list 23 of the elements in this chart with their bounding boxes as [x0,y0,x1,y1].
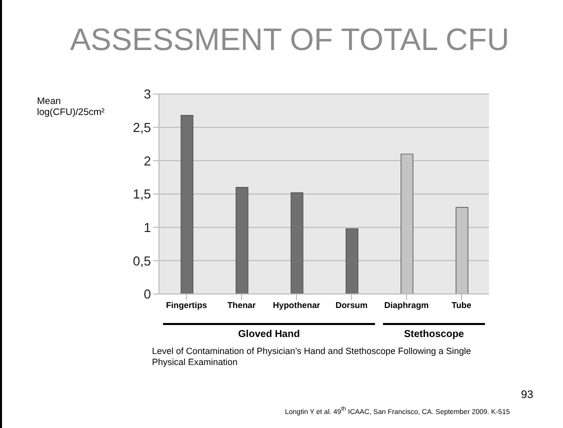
text: Stethoscope [402,329,465,340]
y-axis-title: Mean log(CFU)/25cm² [37,96,105,118]
text: Level of Contamination of Physician’s Hand and Stethoscope Following a Single Physical Examination [152,346,472,367]
y-tick-label: 0,5 [132,253,151,268]
bar [346,228,358,294]
y-tick-label: 1,5 [132,186,151,202]
bar [180,115,194,294]
y-tick-label: 1 [144,220,151,235]
x-tick-label: Dorsum [335,300,368,310]
bar [236,187,248,294]
y-tick-label: 2,5 [132,120,151,135]
text: 93 [521,389,534,401]
chart-title: ASSESSMENT OF TOTAL CFU [70,22,510,58]
x-tick-label: Diaphragm [384,300,430,310]
x-tick-label: Tube [452,300,472,310]
y-tick-label: 3 [144,86,151,102]
text: Gloved Hand [237,329,301,340]
y-tick-label: 2 [144,153,151,168]
x-tick-label: Fingertips [166,300,208,310]
x-tick-label: Hypothenar [272,300,321,310]
bar [290,192,304,294]
y-tick-label: 0 [144,286,151,302]
x-tick-label: Thenar [227,300,256,310]
